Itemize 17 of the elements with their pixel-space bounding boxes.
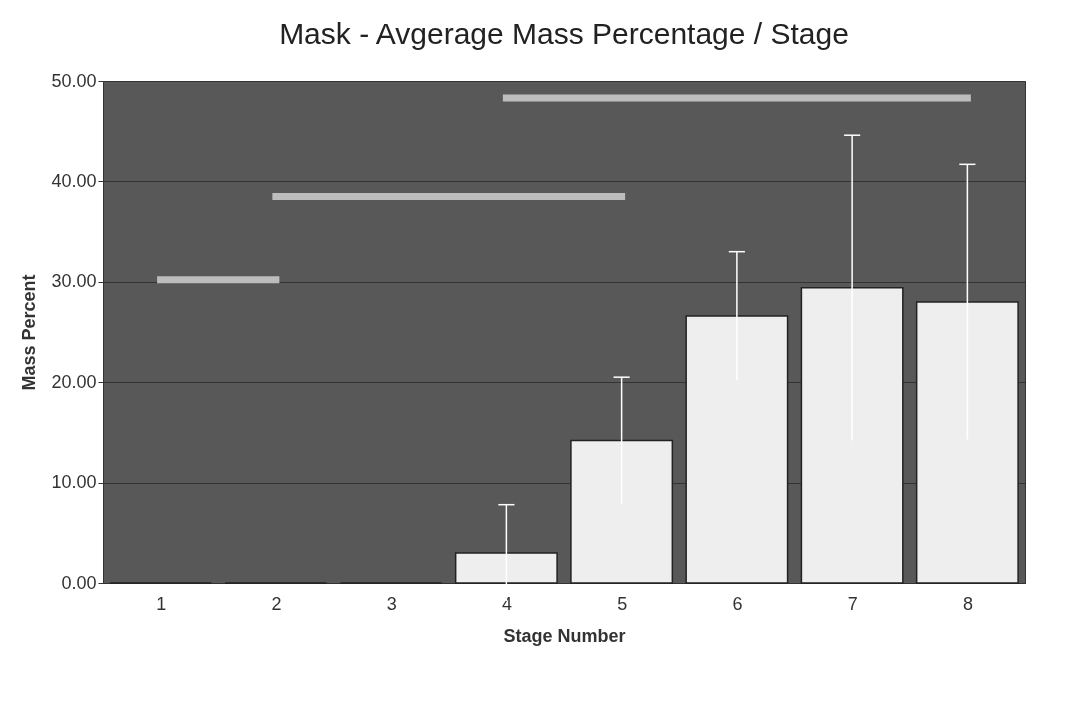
x-tick-label: 3 — [386, 593, 397, 614]
x-tick-label: 7 — [847, 593, 858, 614]
y-tick-label: 40.00 — [51, 170, 97, 191]
x-tick-label: 6 — [732, 593, 743, 614]
chart-title: Mask - Avgerage Mass Percentage / Stage — [279, 17, 849, 50]
y-axis-title: Mass Percent — [19, 274, 40, 391]
x-tick-label: 2 — [271, 593, 282, 614]
y-tick-label: 10.00 — [51, 472, 97, 493]
y-tick-label: 20.00 — [51, 371, 97, 392]
y-tick-label: 50.00 — [51, 70, 97, 91]
y-tick-label: 30.00 — [51, 271, 97, 292]
x-axis-title: Stage Number — [503, 625, 626, 646]
x-tick-label: 1 — [156, 593, 167, 614]
x-tick-label: 5 — [617, 593, 628, 614]
x-tick-label: 4 — [501, 593, 512, 614]
y-tick-label: 0.00 — [61, 572, 97, 593]
x-tick-label: 8 — [962, 593, 973, 614]
